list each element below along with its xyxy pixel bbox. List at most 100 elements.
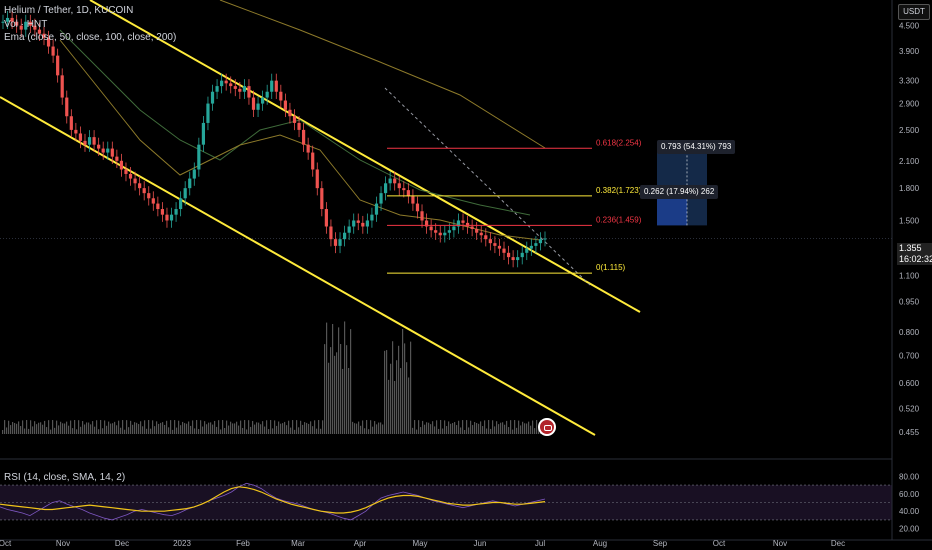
candle-body: [10, 17, 14, 22]
candle-body: [470, 226, 474, 229]
volume-bar: [402, 329, 404, 434]
volume-bar: [486, 428, 488, 434]
volume-bar: [368, 429, 370, 434]
volume-bar: [164, 424, 166, 434]
candle-body: [33, 25, 37, 30]
measure-box-small: [657, 195, 687, 226]
volume-bar: [68, 425, 70, 434]
volume-bar: [252, 420, 254, 434]
candle-body: [206, 103, 210, 123]
volume-bar: [432, 421, 434, 434]
candle-body: [347, 226, 351, 233]
volume-bar: [204, 421, 206, 434]
price-tick-label: 2.100: [899, 157, 920, 166]
symbol-legend: Helium / Tether, 1D, KUCOIN: [4, 5, 134, 16]
candle-body: [479, 232, 483, 236]
volume-bar: [146, 428, 148, 434]
channel-lower-line: [0, 96, 596, 436]
volume-bar: [516, 427, 518, 434]
volume-bar: [388, 379, 390, 434]
volume-bar: [506, 420, 508, 434]
volume-bar: [468, 427, 470, 434]
volume-bar: [52, 420, 54, 434]
time-tick-label: Dec: [115, 539, 129, 548]
volume-bar: [190, 425, 192, 434]
candle-body: [352, 220, 356, 227]
volume-bar: [266, 420, 268, 434]
candle-body: [128, 173, 133, 179]
volume-bar: [366, 420, 368, 434]
candle-body: [397, 183, 401, 189]
volume-bar: [484, 420, 486, 434]
volume-bar: [430, 424, 432, 434]
volume-bar: [384, 350, 386, 434]
volume-bar: [196, 420, 198, 434]
volume-bar: [90, 424, 92, 434]
volume-bar: [290, 427, 292, 434]
volume-bar: [312, 426, 314, 434]
currency-badge[interactable]: USDT: [898, 4, 930, 20]
candle-body: [97, 144, 101, 149]
volume-bar: [22, 420, 24, 434]
volume-bar: [374, 421, 376, 434]
volume-bar: [194, 428, 196, 434]
volume-bar: [314, 420, 316, 434]
volume-bar: [226, 420, 228, 434]
time-tick-label: Feb: [236, 539, 250, 548]
volume-bar: [62, 423, 64, 434]
volume-bar: [318, 420, 320, 434]
candle-body: [179, 198, 183, 210]
volume-bar: [174, 420, 176, 434]
candle-body: [242, 86, 246, 92]
price-axis-bg: [892, 0, 932, 550]
volume-bar: [426, 422, 428, 434]
volume-bar: [82, 421, 84, 434]
volume-bar: [408, 377, 410, 434]
candle-body: [220, 80, 224, 87]
volume-bar: [380, 422, 382, 434]
volume-bar: [534, 428, 536, 434]
candle-body: [251, 97, 256, 110]
candle-body: [233, 86, 237, 89]
volume-bar: [74, 420, 76, 434]
volume-bar: [304, 422, 306, 434]
volume-bar: [26, 420, 28, 434]
price-tick-label: 1.800: [899, 184, 920, 193]
candle-body: [415, 203, 420, 212]
volume-bar: [390, 363, 392, 434]
volume-bar: [158, 423, 160, 434]
volume-bar: [418, 420, 420, 434]
volume-bar: [186, 423, 188, 434]
volume-bar: [504, 424, 506, 434]
volume-bar: [288, 420, 290, 434]
volume-bar: [60, 421, 62, 434]
candle-body: [210, 91, 215, 104]
volume-bar: [286, 425, 288, 434]
volume-bar: [260, 424, 262, 434]
volume-bar: [134, 422, 136, 434]
volume-bar: [58, 425, 60, 434]
price-tick-label: 1.500: [899, 216, 920, 225]
volume-bar: [234, 423, 236, 434]
volume-bar: [488, 420, 490, 434]
candle-body: [169, 214, 174, 221]
candle-body: [447, 230, 451, 233]
time-tick-label: Nov: [773, 539, 787, 548]
volume-bar: [66, 421, 68, 434]
volume-bar: [324, 344, 326, 434]
candle-body: [87, 137, 92, 145]
volume-bar: [172, 429, 174, 434]
volume-bar: [358, 421, 360, 434]
volume-bar: [330, 347, 332, 434]
candle-body: [69, 116, 73, 130]
ema-legend: Ema (close, 50, close, 100, close, 200): [4, 32, 177, 43]
candle-body: [60, 75, 64, 98]
volume-bar: [296, 420, 298, 434]
volume-bar: [274, 420, 276, 434]
candle-body: [315, 169, 319, 189]
volume-bar: [46, 427, 48, 434]
volume-bar: [140, 421, 142, 434]
candle-body: [138, 183, 142, 189]
volume-bar: [342, 368, 344, 434]
